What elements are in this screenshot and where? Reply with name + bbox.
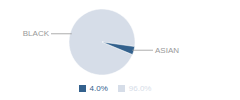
html-text:4.0%: 4.0%	[89, 84, 108, 93]
html-text:96.0%: 96.0%	[128, 84, 152, 93]
svg-text:BLACK: BLACK	[23, 29, 50, 38]
svg-text:ASIAN: ASIAN	[155, 46, 179, 55]
